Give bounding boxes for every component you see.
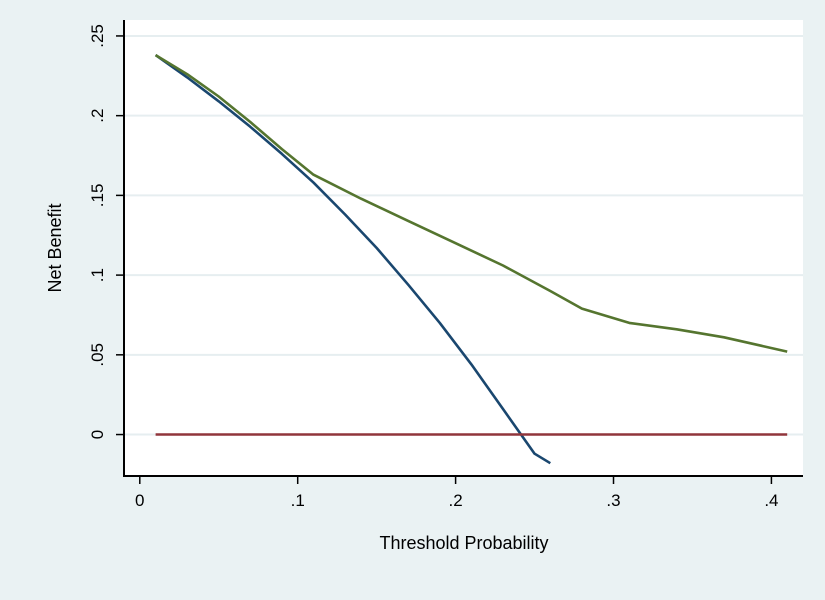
axes bbox=[116, 20, 803, 484]
y-tick-label: .15 bbox=[88, 184, 107, 208]
series-lines bbox=[154, 53, 788, 465]
x-tick-label: .3 bbox=[606, 491, 620, 510]
x-axis-title: Threshold Probability bbox=[379, 533, 548, 553]
x-tick-label: .4 bbox=[764, 491, 778, 510]
x-tick-label: 0 bbox=[135, 491, 144, 510]
y-tick-label: .1 bbox=[88, 268, 107, 282]
y-tick-label: .25 bbox=[88, 24, 107, 48]
y-tick-label: .05 bbox=[88, 343, 107, 367]
series-line-2 bbox=[154, 53, 788, 353]
y-tick-label: .2 bbox=[88, 109, 107, 123]
tick-labels: 0 .1 .2 .3 .4 0 .05 .1 .15 .2 .25 bbox=[88, 24, 779, 510]
y-tick-label: 0 bbox=[88, 430, 107, 439]
y-axis-title: Net Benefit bbox=[45, 203, 65, 292]
series-line-1 bbox=[154, 54, 551, 465]
x-tick-label: .2 bbox=[449, 491, 463, 510]
x-tick-label: .1 bbox=[291, 491, 305, 510]
